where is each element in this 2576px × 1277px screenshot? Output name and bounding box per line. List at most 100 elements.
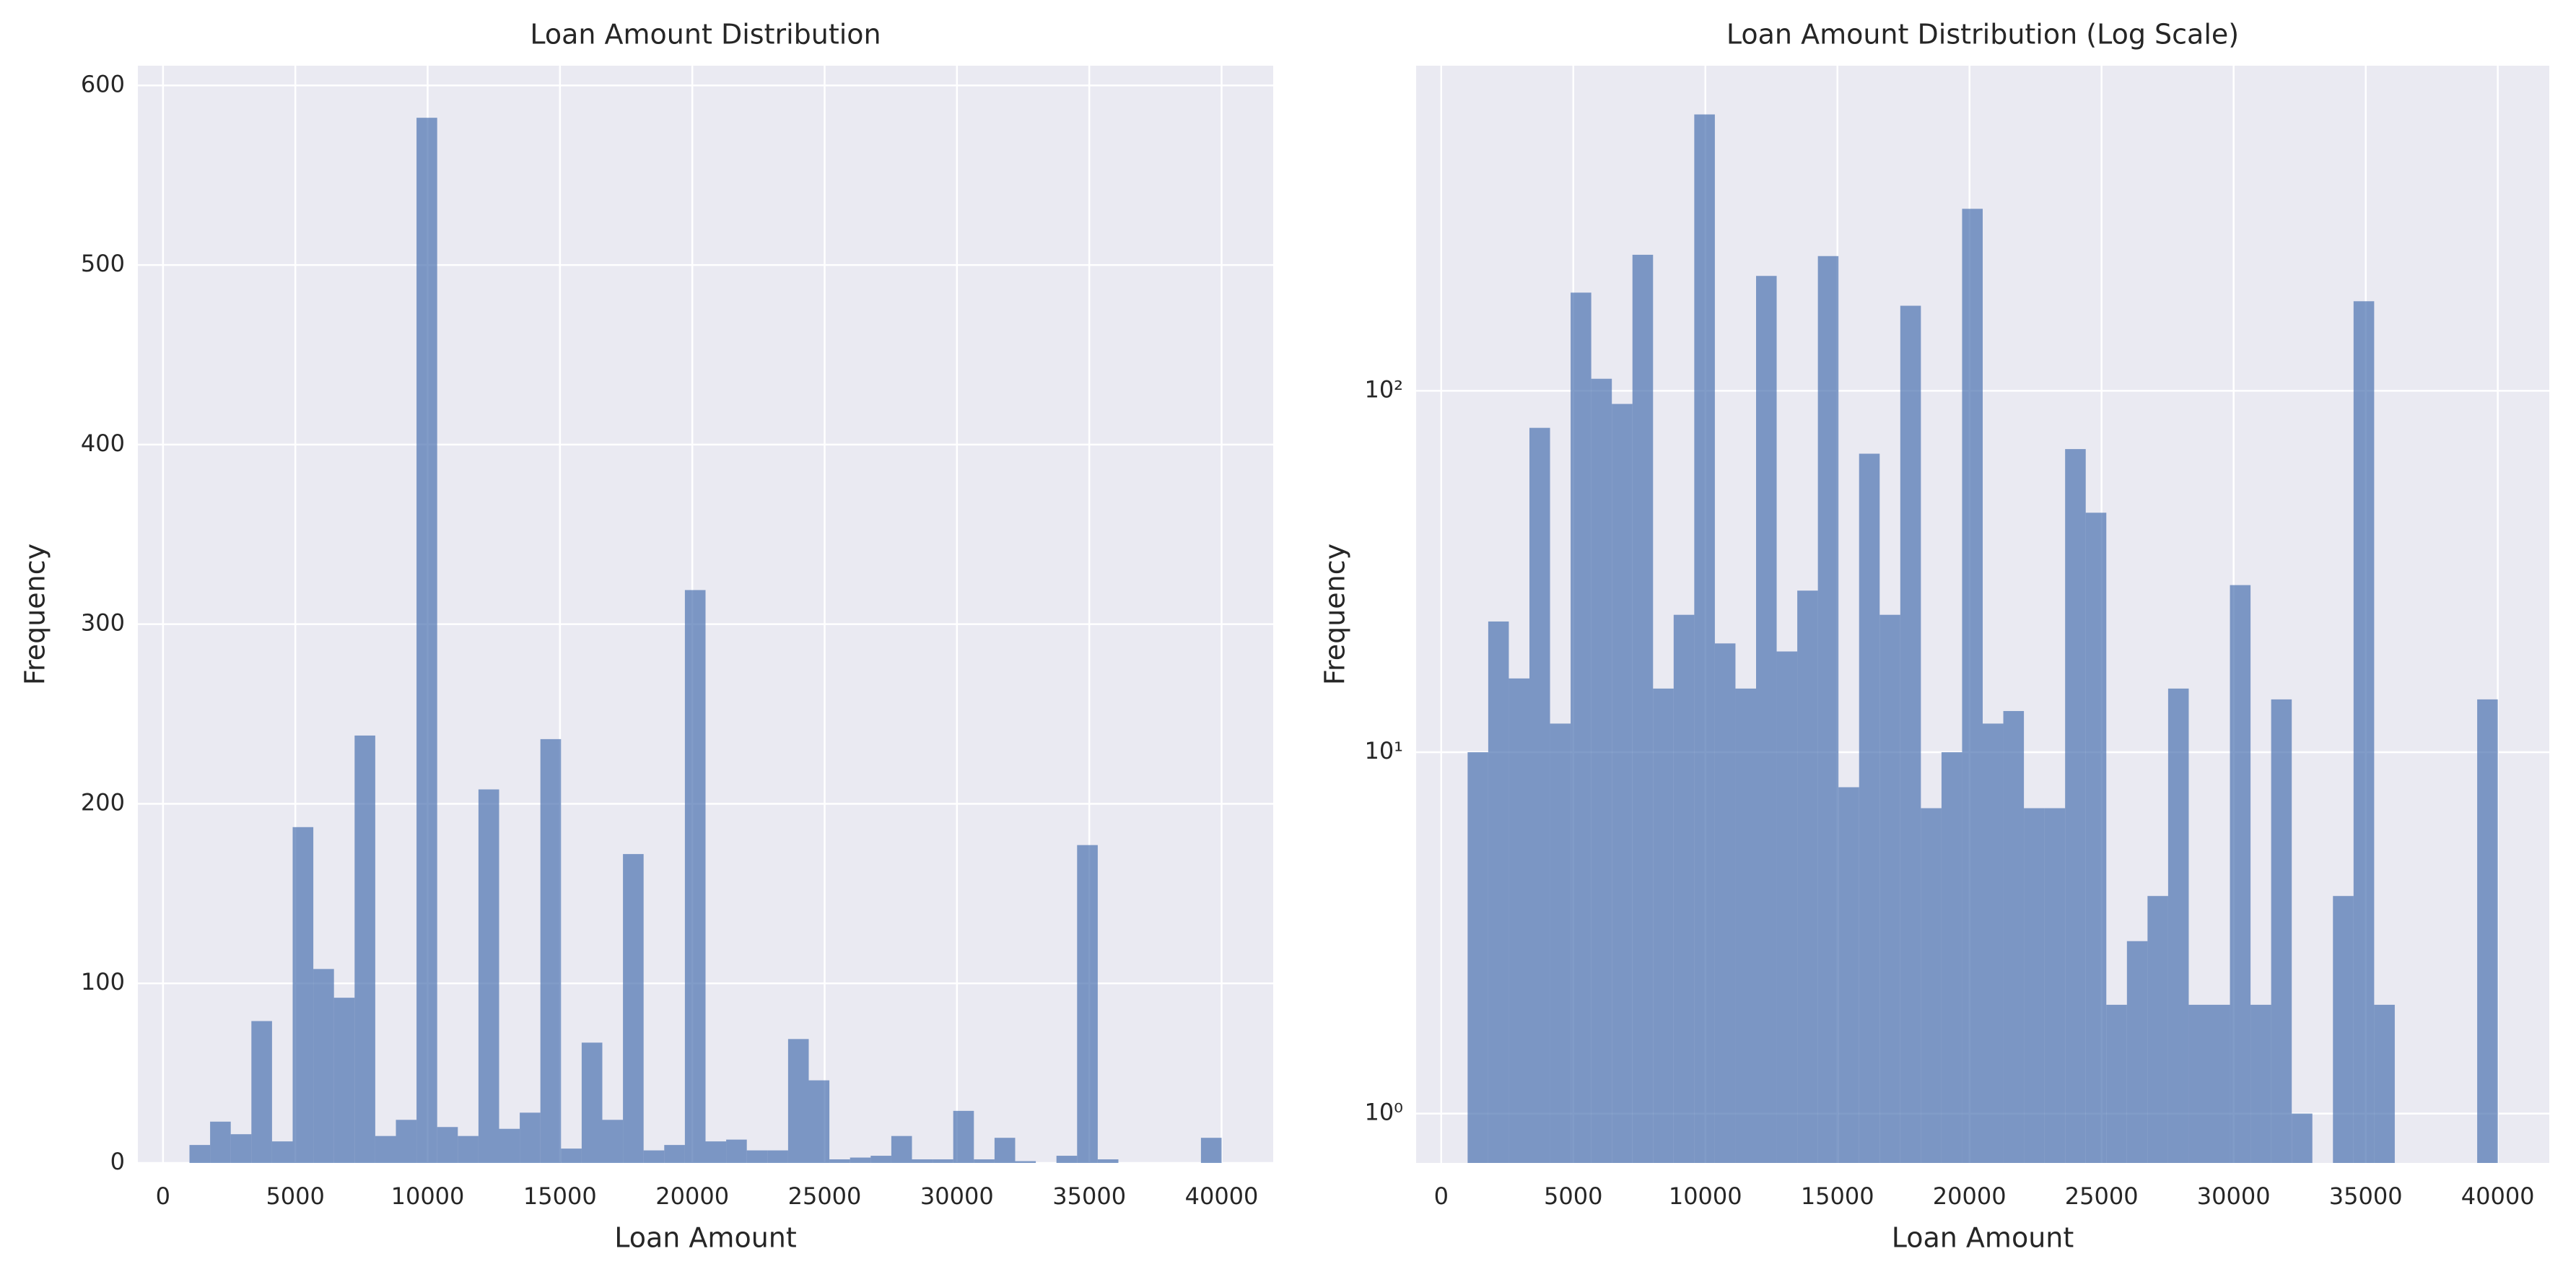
- bar: [726, 1139, 747, 1163]
- x-tick-label: 40000: [2461, 1182, 2535, 1210]
- bar: [1797, 590, 1818, 1163]
- x-tick-label: 5000: [1544, 1182, 1602, 1210]
- bar: [313, 969, 334, 1163]
- bar: [1571, 292, 1592, 1164]
- bar: [912, 1159, 933, 1163]
- y-tick-label: 10⁰: [1364, 1099, 1403, 1126]
- x-tick-label: 35000: [2329, 1182, 2403, 1210]
- bar: [2292, 1113, 2313, 1163]
- bar: [520, 1112, 541, 1163]
- bar: [767, 1150, 788, 1163]
- bar: [643, 1150, 665, 1163]
- bar: [1817, 256, 1839, 1164]
- bar: [1467, 752, 1488, 1163]
- bar: [705, 1141, 727, 1163]
- bar: [974, 1159, 995, 1163]
- bar: [333, 998, 355, 1163]
- x-axis-label: Loan Amount: [614, 1222, 797, 1254]
- bar: [230, 1134, 252, 1163]
- x-tick-label: 0: [1434, 1182, 1449, 1210]
- x-tick-label: 20000: [655, 1182, 729, 1210]
- bar: [891, 1136, 912, 1163]
- bar: [994, 1138, 1016, 1163]
- x-tick-label: 40000: [1185, 1182, 1259, 1210]
- bar: [2374, 1004, 2395, 1163]
- bar: [1077, 845, 1098, 1163]
- x-tick-label: 10000: [391, 1182, 465, 1210]
- bar: [1735, 688, 1756, 1163]
- bar: [2333, 896, 2354, 1163]
- bar: [2230, 585, 2251, 1163]
- bar: [1056, 1156, 1078, 1163]
- bar: [251, 1021, 272, 1163]
- bar: [1694, 114, 1715, 1163]
- bar: [787, 1039, 809, 1163]
- x-tick-label: 15000: [523, 1182, 597, 1210]
- bar: [1921, 808, 1942, 1163]
- y-tick-label: 0: [110, 1148, 125, 1175]
- bar: [1591, 378, 1612, 1164]
- bar: [458, 1136, 479, 1163]
- bar: [478, 789, 499, 1163]
- bar: [2044, 808, 2066, 1163]
- y-tick-label: 10²: [1364, 375, 1403, 403]
- bar: [354, 735, 375, 1163]
- bar: [664, 1145, 685, 1163]
- bar: [2353, 301, 2375, 1163]
- bar: [2065, 449, 2086, 1163]
- bar: [1900, 305, 1921, 1163]
- bar: [2126, 941, 2148, 1163]
- bar: [1200, 1138, 1222, 1163]
- x-tick-label: 5000: [266, 1182, 324, 1210]
- bar: [953, 1110, 974, 1163]
- x-tick-label: 20000: [1933, 1182, 2007, 1210]
- x-tick-label: 15000: [1801, 1182, 1874, 1210]
- bar: [870, 1156, 891, 1163]
- bar: [1632, 254, 1654, 1163]
- y-tick-label: 300: [81, 609, 125, 637]
- bar: [2271, 699, 2292, 1163]
- bar: [623, 854, 644, 1163]
- bar: [1509, 678, 1529, 1163]
- bar: [271, 1141, 293, 1163]
- bar: [2477, 699, 2498, 1163]
- x-tick-label: 10000: [1669, 1182, 1742, 1210]
- bar: [684, 590, 706, 1163]
- bar: [1983, 723, 2004, 1163]
- bar: [829, 1159, 850, 1163]
- y-tick-label: 600: [81, 70, 125, 97]
- bar: [2167, 688, 2189, 1163]
- bar: [561, 1149, 582, 1163]
- bar: [602, 1120, 624, 1163]
- bar: [1488, 621, 1509, 1163]
- bar: [375, 1136, 396, 1163]
- bar: [2085, 513, 2107, 1163]
- chart-title: Loan Amount Distribution: [530, 19, 881, 51]
- bar: [1015, 1161, 1036, 1163]
- bar: [2188, 1004, 2209, 1163]
- bar: [581, 1042, 603, 1163]
- bar: [2147, 896, 2168, 1163]
- x-tick-label: 25000: [788, 1182, 862, 1210]
- bar: [1879, 614, 1900, 1163]
- y-tick-label: 10¹: [1364, 737, 1403, 764]
- y-tick-label: 100: [81, 968, 125, 995]
- bar: [2106, 1004, 2127, 1163]
- y-tick-label: 400: [81, 430, 125, 457]
- bar: [292, 827, 314, 1163]
- bar: [416, 118, 437, 1163]
- bar: [1529, 427, 1550, 1163]
- bar: [1097, 1159, 1119, 1163]
- bar: [396, 1120, 417, 1163]
- bar: [1550, 723, 1571, 1163]
- bar: [1714, 643, 1736, 1163]
- bar: [2250, 1004, 2271, 1163]
- bar: [189, 1145, 211, 1163]
- bar: [1653, 688, 1674, 1163]
- x-tick-label: 35000: [1052, 1182, 1126, 1210]
- bar: [1941, 752, 1962, 1163]
- y-tick-label: 500: [81, 250, 125, 277]
- bar: [1962, 209, 1983, 1164]
- bar: [437, 1127, 458, 1163]
